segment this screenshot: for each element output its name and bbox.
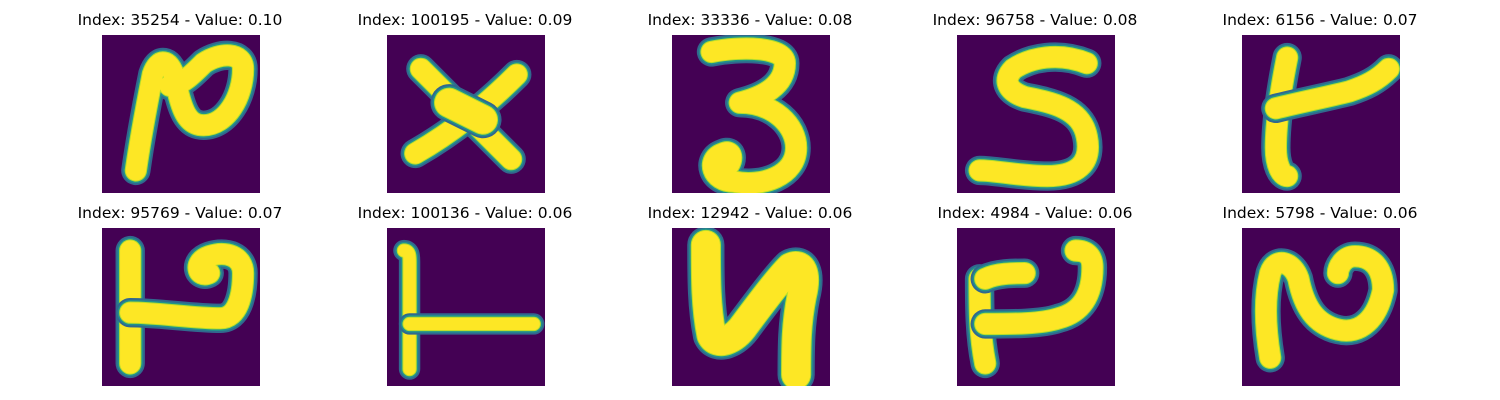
panel-5: Index: 6156 - Value: 0.07 — [1190, 0, 1450, 193]
panel-title: Index: 4984 - Value: 0.06 — [937, 204, 1133, 222]
stroke-core — [969, 46, 1098, 187]
panel-title: Index: 100195 - Value: 0.09 — [357, 11, 573, 29]
digit-image — [387, 228, 545, 386]
panel-title: Index: 12942 - Value: 0.06 — [647, 204, 853, 222]
panel-title: Index: 6156 - Value: 0.07 — [1222, 11, 1418, 29]
stroke-core — [975, 240, 1103, 335]
digit-image — [102, 35, 260, 193]
stroke-core — [125, 45, 254, 181]
digit-image — [1242, 228, 1400, 386]
stroke-core — [1265, 47, 1298, 187]
panel-8: Index: 12942 - Value: 0.06 — [620, 193, 880, 386]
panel-title: Index: 5798 - Value: 0.06 — [1222, 204, 1418, 222]
digit-image — [957, 228, 1115, 386]
digit-image — [1242, 35, 1400, 193]
panel-7: Index: 100136 - Value: 0.06 — [335, 193, 595, 386]
panel-9: Index: 4984 - Value: 0.06 — [905, 193, 1165, 386]
panel-3: Index: 33336 - Value: 0.08 — [620, 0, 880, 193]
panel-title: Index: 33336 - Value: 0.08 — [647, 11, 853, 29]
panel-title: Index: 95769 - Value: 0.07 — [77, 204, 283, 222]
stroke-core — [1265, 58, 1399, 119]
panel-title: Index: 100136 - Value: 0.06 — [357, 204, 573, 222]
stroke-core — [1255, 246, 1394, 368]
panel-10: Index: 5798 - Value: 0.06 — [1190, 193, 1450, 386]
digit-image — [387, 35, 545, 193]
panel-1: Index: 35254 - Value: 0.10 — [50, 0, 310, 193]
digit-image — [957, 35, 1115, 193]
stroke-core — [701, 38, 807, 193]
digit-image — [102, 228, 260, 386]
stroke-core — [691, 230, 819, 386]
stroke-core — [120, 243, 254, 329]
panel-4: Index: 96758 - Value: 0.08 — [905, 0, 1165, 193]
digit-image — [672, 35, 830, 193]
panel-title: Index: 35254 - Value: 0.10 — [77, 11, 283, 29]
stroke-core — [397, 244, 416, 376]
panel-title: Index: 96758 - Value: 0.08 — [932, 11, 1138, 29]
panel-2: Index: 100195 - Value: 0.09 — [335, 0, 595, 193]
panel-6: Index: 95769 - Value: 0.07 — [50, 193, 310, 386]
digit-image — [672, 228, 830, 386]
stroke-core — [434, 88, 498, 134]
